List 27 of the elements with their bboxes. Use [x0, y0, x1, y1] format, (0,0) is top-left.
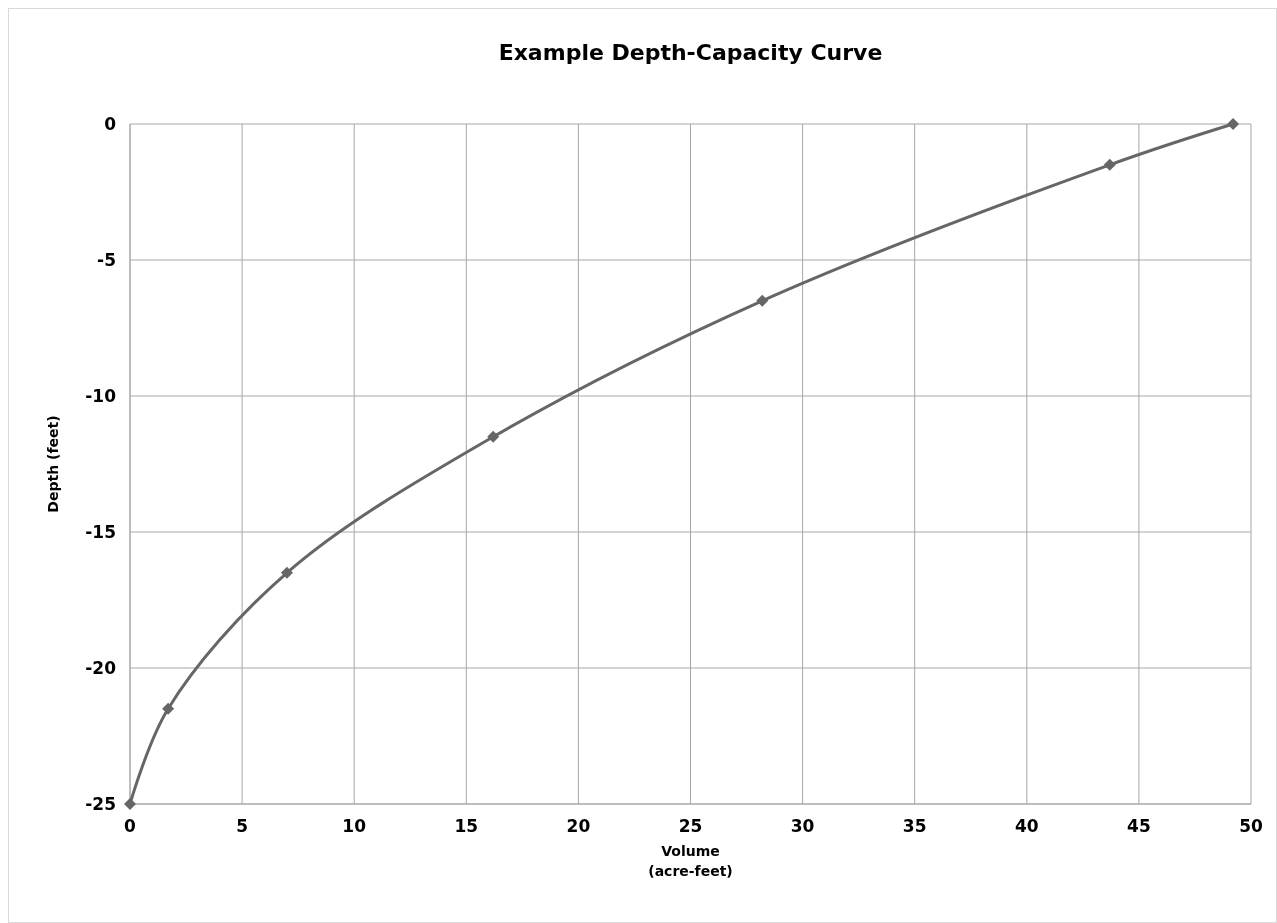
y-tick-label: -5	[97, 249, 116, 270]
y-tick-label: -10	[85, 385, 117, 406]
x-tick-label: 15	[454, 816, 479, 836]
x-tick-label: 20	[566, 816, 591, 836]
point	[124, 798, 136, 810]
y-tick-label: 0	[104, 113, 117, 134]
x-tick-label: 0	[124, 816, 137, 836]
x-tick-label: 5	[236, 816, 249, 836]
y-tick-label: -15	[85, 521, 116, 542]
point	[1227, 118, 1240, 130]
x-tick-label: 40	[1014, 816, 1039, 836]
x-tick-label: 50	[1239, 816, 1263, 836]
point	[1103, 158, 1116, 171]
point	[487, 430, 500, 443]
chart-title: Example Depth-Capacity Curve	[498, 40, 883, 65]
y-tick-label: -25	[85, 793, 116, 814]
point	[280, 566, 293, 579]
x-tick-label: 25	[678, 816, 703, 836]
x-tick-label: 10	[342, 816, 367, 836]
point	[162, 702, 175, 715]
y-axis-title: Depth (feet)	[45, 415, 61, 513]
x-tick-label: 45	[1127, 816, 1151, 836]
x-tick-label: 30	[790, 816, 815, 836]
point	[756, 294, 769, 307]
x-axis-title: Volume (acre-feet)	[648, 843, 733, 879]
y-tick-label: -20	[85, 657, 117, 678]
x-tick-label: 35	[902, 816, 927, 836]
